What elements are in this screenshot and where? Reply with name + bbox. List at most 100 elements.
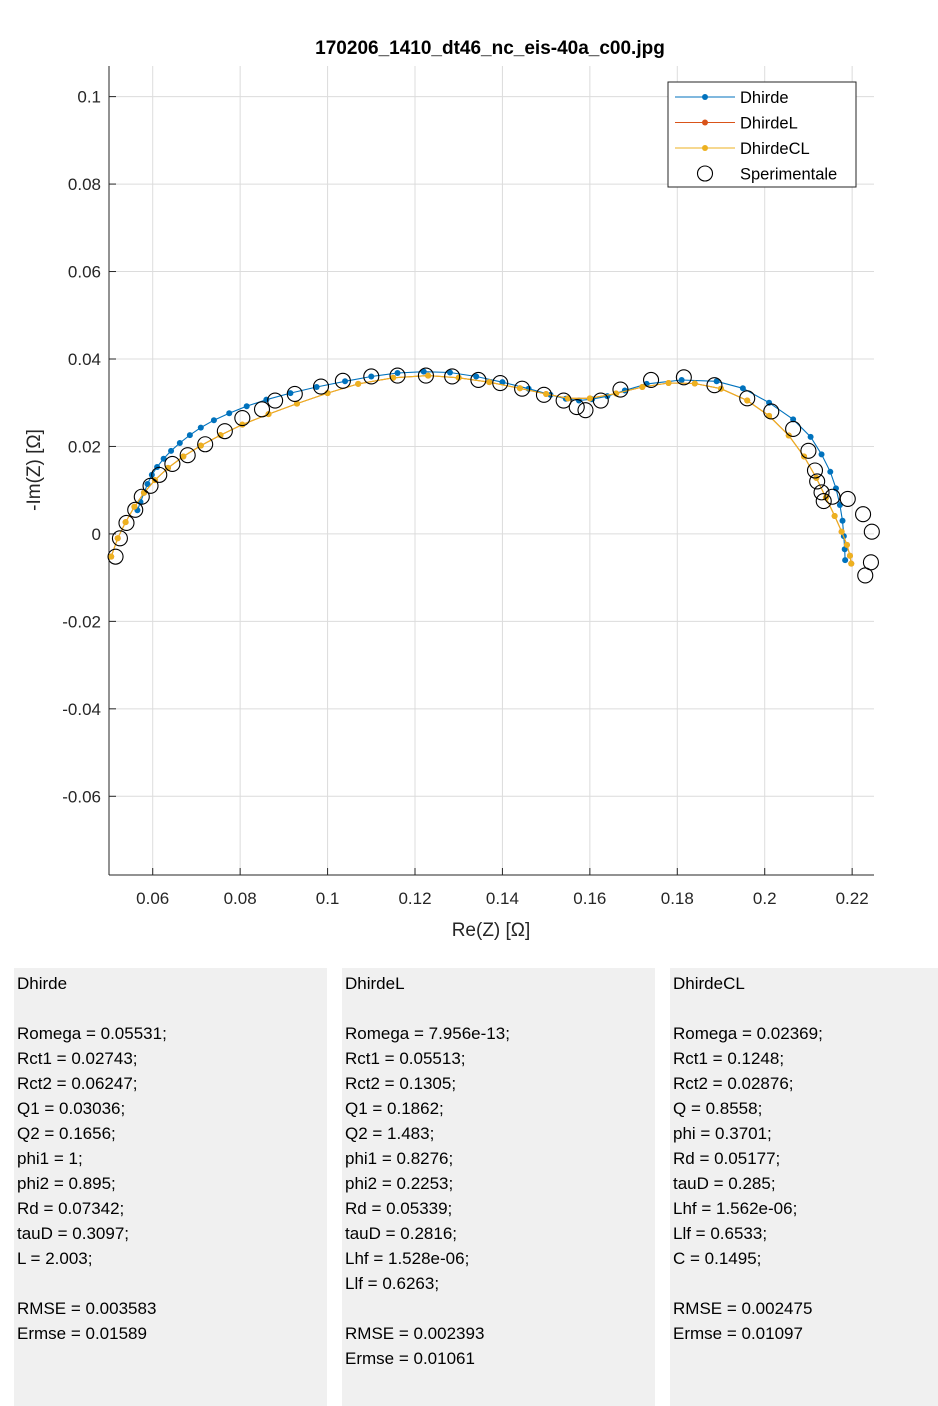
rmse-value: RMSE = 0.002475 <box>673 1299 813 1318</box>
data-point <box>210 417 217 424</box>
data-point <box>226 410 233 417</box>
param-line: Rct2 = 0.02876; <box>673 1074 794 1093</box>
data-point <box>342 378 349 385</box>
data-point <box>848 560 855 567</box>
data-point <box>824 488 841 505</box>
data-point <box>287 390 294 397</box>
data-point <box>420 368 427 375</box>
panel-title: Dhirde <box>17 974 68 993</box>
data-point <box>713 378 720 385</box>
legend-label: Sperimentale <box>740 166 837 184</box>
data-point <box>577 402 594 419</box>
data-point <box>739 385 746 392</box>
series-dhirdecl <box>108 372 855 567</box>
data-point <box>239 421 246 428</box>
data-point <box>535 386 553 403</box>
legend-marker <box>696 165 714 182</box>
data-point <box>253 401 271 418</box>
param-line: Rd = 0.05177; <box>673 1149 781 1168</box>
data-point <box>144 481 151 488</box>
legend-marker <box>702 145 708 151</box>
legend-label: Dhirde <box>740 89 789 107</box>
data-point <box>514 380 531 397</box>
param-line: phi = 0.3701; <box>673 1124 772 1143</box>
param-line: Q = 0.8558; <box>673 1099 763 1118</box>
data-point <box>389 367 406 384</box>
param-list: Romega = 0.05531; Rct1 = 0.02743; Rct2 =… <box>17 1021 324 1271</box>
y-tick-label: 0.1 <box>77 88 101 107</box>
x-tick-label: 0.1 <box>316 889 340 908</box>
rmse-value: RMSE = 0.003583 <box>17 1299 157 1318</box>
data-point <box>197 442 204 449</box>
param-line: Q2 = 0.1656; <box>17 1124 116 1143</box>
data-point <box>186 432 193 439</box>
data-point <box>842 557 849 564</box>
data-point <box>197 424 204 431</box>
axes: 0.06 0.08 0.1 0.12 0.14 0.16 0.18 0.2 0.22 0.1 0.0… <box>62 66 874 908</box>
data-point <box>543 390 550 397</box>
data-point <box>843 541 850 548</box>
data-point <box>838 528 845 535</box>
legend-label: DhirdeCL <box>740 140 810 158</box>
panel-dhirde: Dhirde Romega = 0.05531; Rct1 = 0.02743;… <box>14 968 327 1406</box>
data-point <box>111 530 128 547</box>
nyquist-plot: 170206_1410_dt46_nc_eis-40a_c00.jpg 0.06… <box>24 38 880 941</box>
data-point <box>446 369 453 376</box>
legend-item-dhirdel: DhirdeL <box>675 115 798 133</box>
data-point <box>612 381 629 398</box>
data-point <box>665 380 672 387</box>
legend: Dhirde DhirdeL DhirdeCL Sperimentale <box>667 81 857 188</box>
data-point <box>368 373 375 380</box>
data-point <box>417 367 434 384</box>
data-point <box>706 377 723 394</box>
y-axis-label: -Im(Z) [Ω] <box>24 429 45 511</box>
param-line: tauD = 0.3097; <box>17 1224 130 1243</box>
x-tick-label: 0.14 <box>486 889 519 908</box>
data-point <box>592 392 609 409</box>
data-point <box>492 374 509 392</box>
data-point <box>267 392 284 409</box>
param-line: Q1 = 0.1862; <box>345 1099 444 1118</box>
data-point <box>813 484 830 501</box>
y-tick-label: 0 <box>92 525 101 544</box>
data-point <box>176 439 183 446</box>
param-line: phi2 = 0.2253; <box>345 1174 454 1193</box>
data-point <box>516 385 523 392</box>
data-point <box>216 423 233 440</box>
data-point <box>839 517 846 524</box>
data-point <box>160 455 167 462</box>
param-line: Rct2 = 0.06247; <box>17 1074 138 1093</box>
data-point <box>643 371 660 389</box>
param-line: Q1 = 0.03036; <box>17 1099 126 1118</box>
param-line: phi2 = 0.895; <box>17 1174 116 1193</box>
panel-dhirdecl: DhirdeCL Romega = 0.02369; Rct1 = 0.1248… <box>670 968 938 1406</box>
data-point <box>818 451 825 458</box>
data-point <box>785 420 802 438</box>
data-point <box>831 512 838 519</box>
data-point <box>265 411 272 418</box>
legend-marker <box>702 119 708 126</box>
param-line: Rd = 0.07342; <box>17 1199 125 1218</box>
data-point <box>127 501 144 518</box>
data-point <box>744 397 751 404</box>
x-tick-label: 0.16 <box>573 889 606 908</box>
data-point <box>107 548 124 565</box>
data-point <box>807 433 814 440</box>
param-line: Rct1 = 0.1248; <box>673 1049 785 1068</box>
data-point <box>855 506 872 523</box>
param-line: Llf = 0.6533; <box>673 1224 768 1243</box>
legend-item-sperimentale: Sperimentale <box>696 165 837 184</box>
data-point <box>118 514 135 532</box>
x-tick-label: 0.22 <box>836 889 869 908</box>
data-point <box>363 368 380 385</box>
param-line: tauD = 0.2816; <box>345 1224 458 1243</box>
data-point <box>243 403 250 410</box>
legend-item-dhirde: Dhirde <box>675 89 789 107</box>
data-point <box>575 397 582 404</box>
legend-box <box>667 81 857 188</box>
data-point <box>473 373 480 380</box>
x-tick-label: 0.08 <box>224 889 257 908</box>
data-point <box>555 392 572 409</box>
y-tick-label: 0.04 <box>68 350 101 369</box>
data-point <box>806 462 824 479</box>
